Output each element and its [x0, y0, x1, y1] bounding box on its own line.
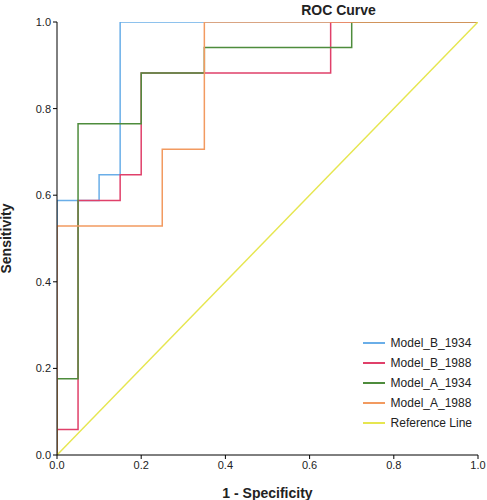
- html-text:Model_B_1988: Model_B_1988: [390, 356, 472, 370]
- svg-text:0.0: 0.0: [36, 449, 51, 461]
- svg-text:0.8: 0.8: [36, 103, 51, 115]
- svg-text:0.2: 0.2: [134, 459, 149, 471]
- html-text:Model_B_1934: Model_B_1934: [390, 336, 472, 350]
- svg-text:Sensitivity: Sensitivity: [8, 203, 14, 273]
- html-text:Reference Line: Reference Line: [390, 416, 472, 430]
- html-text:Model_A_1934: Model_A_1934: [390, 376, 472, 390]
- svg-text:0.6: 0.6: [302, 459, 317, 471]
- svg-text:1.0: 1.0: [470, 459, 479, 471]
- svg-text:0.4: 0.4: [36, 276, 51, 288]
- svg-text:0.0: 0.0: [49, 459, 64, 471]
- html-text:ROC Curve: ROC Curve: [301, 2, 376, 18]
- html-text:Model_A_1988: Model_A_1988: [390, 396, 472, 410]
- svg-text:0.8: 0.8: [386, 459, 401, 471]
- svg-text:0.4: 0.4: [218, 459, 233, 471]
- svg-text:0.2: 0.2: [36, 362, 51, 374]
- svg-text:0.6: 0.6: [36, 189, 51, 201]
- svg-text:1 - Specificity: 1 - Specificity: [222, 485, 312, 500]
- svg-text:1.0: 1.0: [36, 16, 51, 28]
